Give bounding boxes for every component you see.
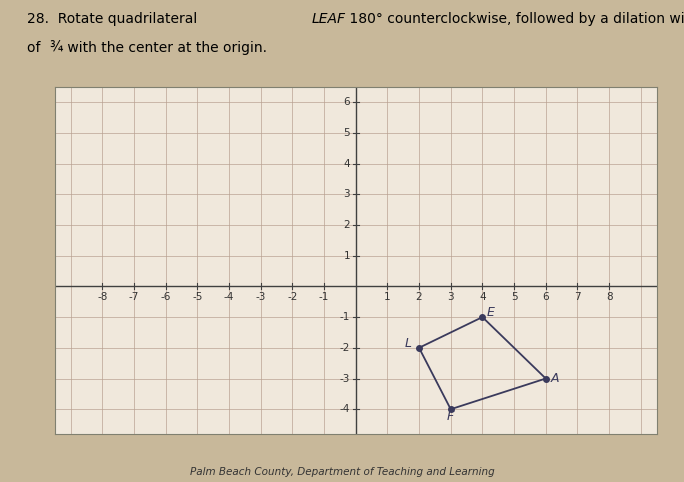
Text: F: F bbox=[447, 410, 454, 423]
Text: 6: 6 bbox=[343, 97, 350, 107]
Text: 8: 8 bbox=[606, 292, 612, 302]
Text: of: of bbox=[27, 41, 45, 55]
Text: 3: 3 bbox=[447, 292, 454, 302]
Text: with the center at the origin.: with the center at the origin. bbox=[63, 41, 267, 55]
Text: 1: 1 bbox=[343, 251, 350, 261]
Text: E: E bbox=[486, 306, 495, 319]
Text: 5: 5 bbox=[511, 292, 517, 302]
Text: -7: -7 bbox=[129, 292, 139, 302]
Text: 5: 5 bbox=[343, 128, 350, 138]
Text: A: A bbox=[551, 372, 560, 385]
Text: Palm Beach County, Department of Teaching and Learning: Palm Beach County, Department of Teachin… bbox=[189, 467, 495, 477]
Text: 1: 1 bbox=[384, 292, 391, 302]
Text: 4: 4 bbox=[479, 292, 486, 302]
Text: 2: 2 bbox=[343, 220, 350, 230]
Text: -6: -6 bbox=[161, 292, 171, 302]
Text: -1: -1 bbox=[339, 312, 350, 322]
Text: -4: -4 bbox=[339, 404, 350, 414]
Text: ¾: ¾ bbox=[49, 41, 63, 55]
Text: 2: 2 bbox=[416, 292, 422, 302]
Text: 3: 3 bbox=[343, 189, 350, 199]
Text: LEAF: LEAF bbox=[311, 12, 345, 26]
Text: -1: -1 bbox=[319, 292, 329, 302]
Text: L: L bbox=[404, 337, 412, 350]
Text: -2: -2 bbox=[339, 343, 350, 353]
Text: -5: -5 bbox=[192, 292, 202, 302]
Text: -3: -3 bbox=[339, 374, 350, 384]
Text: 180° counterclockwise, followed by a dilation with a scale factor: 180° counterclockwise, followed by a dil… bbox=[345, 12, 684, 26]
Text: 28.  Rotate quadrilateral: 28. Rotate quadrilateral bbox=[27, 12, 202, 26]
Text: -4: -4 bbox=[224, 292, 234, 302]
Text: -3: -3 bbox=[255, 292, 266, 302]
Text: 6: 6 bbox=[542, 292, 549, 302]
Text: 4: 4 bbox=[343, 159, 350, 169]
Text: -2: -2 bbox=[287, 292, 298, 302]
Text: -8: -8 bbox=[97, 292, 107, 302]
Text: 7: 7 bbox=[574, 292, 581, 302]
